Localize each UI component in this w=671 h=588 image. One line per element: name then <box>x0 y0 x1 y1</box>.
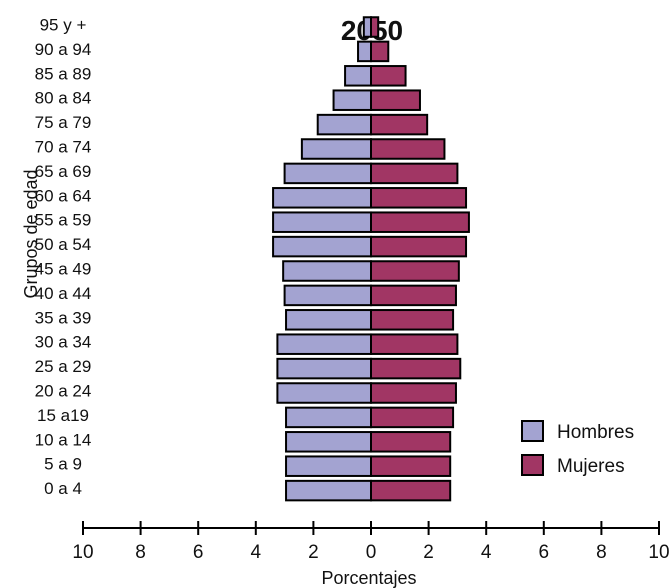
x-tick-label: 6 <box>193 542 204 563</box>
age-label: 65 a 69 <box>35 162 92 181</box>
x-tick-label: 0 <box>366 542 377 563</box>
bar-hombres <box>282 260 372 282</box>
bar-hombres <box>316 113 372 136</box>
age-label: 80 a 84 <box>35 89 92 108</box>
bar-hombres <box>283 162 373 185</box>
age-label: 5 a 9 <box>44 455 82 474</box>
age-label: 45 a 49 <box>35 259 92 278</box>
bars-group <box>272 16 470 502</box>
age-label: 85 a 89 <box>35 64 92 83</box>
bar-mujeres <box>370 235 468 258</box>
x-axis: 10 8 6 4 2 0 2 4 6 8 10 <box>72 521 670 563</box>
bar-mujeres <box>370 357 462 380</box>
legend-label-hombres: Hombres <box>557 422 634 443</box>
age-label: 10 a 14 <box>35 430 92 449</box>
age-label: 30 a 34 <box>35 333 92 352</box>
age-label: 15 a19 <box>37 406 89 425</box>
age-label: 0 a 4 <box>44 479 82 498</box>
bar-hombres <box>285 309 373 331</box>
legend: Hombres Mujeres <box>521 420 634 477</box>
x-tick-label: 6 <box>539 542 550 563</box>
bar-hombres <box>276 333 372 355</box>
x-tick-label: 8 <box>135 542 146 563</box>
bar-mujeres <box>370 309 455 331</box>
bar-hombres <box>285 431 373 453</box>
bar-hombres <box>285 479 373 502</box>
age-label: 70 a 74 <box>35 137 92 156</box>
bar-hombres <box>344 65 372 87</box>
bar-mujeres <box>370 284 457 307</box>
y-axis-title: Grupos de edad <box>21 169 41 298</box>
bar-hombres <box>357 40 373 63</box>
bar-hombres <box>276 382 372 404</box>
legend-label-mujeres: Mujeres <box>557 456 625 477</box>
age-label: 55 a 59 <box>35 211 92 230</box>
age-labels-group: 95 y + 90 a 94 85 a 89 80 a 84 75 a 79 70 a 7… <box>35 15 92 498</box>
x-tick-label: 4 <box>251 542 262 563</box>
bar-mujeres <box>370 455 452 477</box>
legend-swatch-mujeres <box>521 454 544 476</box>
bar-mujeres <box>370 162 459 185</box>
x-axis-title: Porcentajes <box>321 568 416 588</box>
bar-hombres <box>272 211 372 233</box>
bar-mujeres <box>370 187 468 209</box>
bar-hombres <box>332 89 372 111</box>
age-label: 40 a 44 <box>35 284 92 303</box>
bar-hombres <box>272 235 372 258</box>
bar-mujeres <box>370 65 407 87</box>
x-tick-label: 4 <box>481 542 492 563</box>
age-label: 20 a 24 <box>35 381 92 400</box>
x-tick-label: 2 <box>423 542 434 563</box>
x-tick-label: 10 <box>72 542 93 563</box>
bar-mujeres <box>370 89 421 111</box>
legend-swatch-hombres <box>521 420 544 442</box>
age-label: 75 a 79 <box>35 113 92 132</box>
bar-mujeres <box>370 431 452 453</box>
age-label: 60 a 64 <box>35 186 92 205</box>
bar-hombres <box>285 455 373 477</box>
bar-hombres <box>276 357 372 380</box>
x-tick-label: 8 <box>596 542 607 563</box>
bar-mujeres <box>370 211 470 233</box>
x-tick-label: 2 <box>308 542 319 563</box>
bar-mujeres <box>370 382 457 404</box>
bar-hombres <box>283 284 373 307</box>
bar-mujeres <box>370 406 455 429</box>
age-label: 90 a 94 <box>35 40 92 59</box>
bar-mujeres <box>370 333 459 355</box>
bar-hombres <box>285 406 373 429</box>
bar-hombres <box>300 138 373 160</box>
bar-mujeres <box>370 40 390 63</box>
bar-hombres <box>362 16 372 38</box>
age-label: 50 a 54 <box>35 235 92 254</box>
bar-mujeres <box>370 113 429 136</box>
age-label: 25 a 29 <box>35 357 92 376</box>
bar-mujeres <box>370 138 446 160</box>
bar-mujeres <box>370 479 452 502</box>
age-label: 35 a 39 <box>35 308 92 327</box>
bar-mujeres <box>370 260 460 282</box>
age-label: 95 y + <box>40 15 87 34</box>
bar-mujeres <box>370 16 380 38</box>
x-tick-label: 10 <box>648 542 669 563</box>
bar-hombres <box>272 187 372 209</box>
